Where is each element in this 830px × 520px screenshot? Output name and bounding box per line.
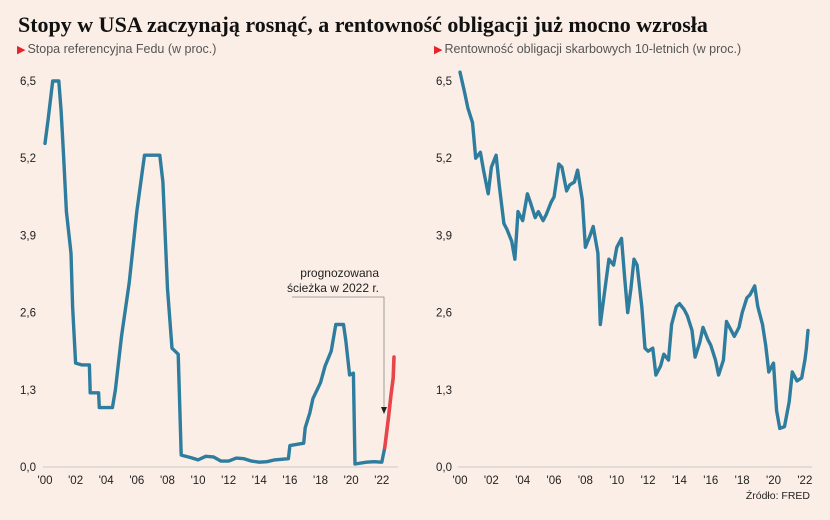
fed-y-tick-label: 6,5 — [20, 76, 36, 88]
fed-x-tick-label: '02 — [68, 475, 83, 487]
left-chart-subtitle: ▶ Stopa referencyjna Fedu (w proc.) — [17, 42, 216, 56]
yield-x-tick-label: '12 — [641, 475, 656, 487]
fed-x-tick-label: '18 — [313, 475, 328, 487]
right-subtitle-text: Rentowność obligacji skarbowych 10-letni… — [444, 42, 742, 56]
right-chart-subtitle: ▶ Rentowność obligacji skarbowych 10-letn… — [434, 42, 741, 56]
yield-y-tick-label: 3,9 — [436, 230, 452, 242]
fed-x-tick-label: '12 — [221, 475, 236, 487]
yield-x-tick-label: '22 — [797, 475, 812, 487]
fed-y-tick-label: 2,6 — [20, 308, 36, 320]
yield-x-tick-label: '06 — [547, 475, 562, 487]
yield-x-tick-label: '20 — [766, 475, 781, 487]
chart-title: Stopy w USA zaczynają rosnąć, a rentowno… — [18, 12, 708, 37]
fed-x-tick-label: '10 — [191, 475, 206, 487]
fed-x-tick-label: '14 — [252, 475, 268, 487]
yield-y-tick-label: 2,6 — [436, 308, 452, 320]
yield-x-tick-label: '00 — [453, 475, 468, 487]
yield-y-tick-label: 6,5 — [436, 76, 452, 88]
annotation-text-line2: ścieżka w 2022 r. — [287, 281, 379, 295]
fed-x-tick-label: '16 — [282, 475, 297, 487]
yield-series-line — [458, 70, 810, 431]
yield-x-tick-label: '02 — [484, 475, 499, 487]
fed-y-tick-label: 5,2 — [20, 153, 36, 165]
treasury-yield-chart: 6,5 5,2 3,9 2,6 1,3 0,0'00 '02 '04 '06 '08 '10 '12 '… — [436, 70, 812, 487]
yield-x-tick-label: '18 — [735, 475, 750, 487]
fed-y-tick-label: 0,0 — [20, 462, 36, 474]
annotation-leader-line — [292, 296, 385, 410]
annotation-text-line1: prognozowana — [300, 266, 379, 280]
left-subtitle-text: Stopa referencyjna Fedu (w proc.) — [27, 42, 217, 56]
fed-x-tick-label: '22 — [374, 475, 389, 487]
fed-y-tick-label: 1,3 — [20, 385, 36, 397]
fed-rate-chart: 6,5 5,2 3,9 2,6 1,3 0,0'00 '02 '04 '06 '08 '10 '12 '… — [20, 76, 398, 487]
annotation-arrow-icon — [381, 407, 387, 414]
fed-series-line — [43, 79, 387, 466]
yield-x-tick-label: '08 — [578, 475, 593, 487]
yield-y-tick-label: 0,0 — [436, 462, 452, 474]
yield-x-tick-label: '16 — [703, 475, 718, 487]
fed-x-tick-label: '04 — [99, 475, 115, 487]
fed-y-tick-label: 3,9 — [20, 230, 36, 242]
yield-y-tick-label: 1,3 — [436, 385, 452, 397]
fed-x-tick-label: '20 — [344, 475, 359, 487]
fed-x-tick-label: '00 — [38, 475, 53, 487]
red-triangle-icon: ▶ — [434, 44, 443, 56]
red-triangle-icon: ▶ — [17, 44, 26, 56]
source-note: Źródło: FRED — [745, 490, 810, 502]
yield-x-tick-label: '10 — [609, 475, 624, 487]
yield-x-tick-label: '04 — [515, 475, 531, 487]
yield-x-tick-label: '14 — [672, 475, 688, 487]
fed-x-tick-label: '06 — [129, 475, 144, 487]
yield-y-tick-label: 5,2 — [436, 153, 452, 165]
fed-forecast-line — [382, 355, 396, 450]
fed-x-tick-label: '08 — [160, 475, 175, 487]
